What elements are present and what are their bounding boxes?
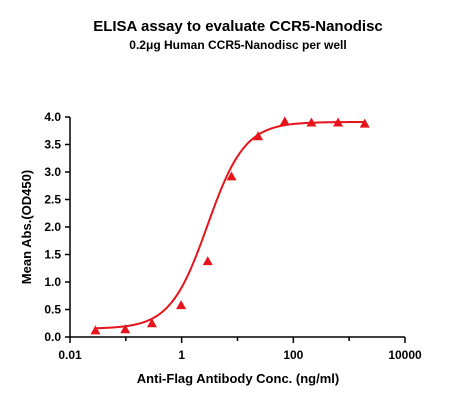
y-axis-ticks: 0.0 0.5 1.0 1.5 2.0 2.5 3.0 3.5 4.0	[44, 110, 70, 344]
y-tick-label: 3.0	[44, 165, 61, 179]
data-point	[359, 118, 370, 128]
data-point	[202, 256, 213, 266]
y-tick-label: 3.5	[44, 138, 61, 152]
x-axis-ticks: 0.01 1 100 10000	[58, 337, 422, 362]
x-tick-label: 100	[283, 348, 303, 362]
y-tick-label: 1.0	[44, 275, 61, 289]
data-point	[120, 324, 131, 334]
data-point	[306, 117, 317, 127]
y-tick-label: 1.5	[44, 248, 61, 262]
x-tick-label: 10000	[388, 348, 422, 362]
y-tick-label: 4.0	[44, 110, 61, 124]
data-point	[226, 171, 237, 181]
data-point	[146, 318, 157, 328]
data-point	[176, 300, 187, 310]
chart-title: ELISA assay to evaluate CCR5-Nanodisc	[93, 18, 383, 35]
x-axis-label: Anti-Flag Antibody Conc. (ng/ml)	[137, 371, 339, 386]
y-axis-label: Mean Abs.(OD450)	[19, 170, 34, 284]
y-tick-label: 2.0	[44, 220, 61, 234]
data-point	[253, 131, 264, 141]
data-point	[279, 116, 290, 126]
y-tick-label: 2.5	[44, 193, 61, 207]
fit-curve	[95, 121, 365, 330]
x-tick-label: 1	[178, 348, 185, 362]
y-tick-label: 0.0	[44, 330, 61, 344]
data-markers	[90, 116, 370, 335]
x-tick-label: 0.01	[58, 348, 82, 362]
data-point	[333, 117, 344, 127]
y-tick-label: 0.5	[44, 303, 61, 317]
data-point	[90, 325, 101, 335]
chart-subtitle: 0.2μg Human CCR5-Nanodisc per well	[129, 38, 346, 52]
